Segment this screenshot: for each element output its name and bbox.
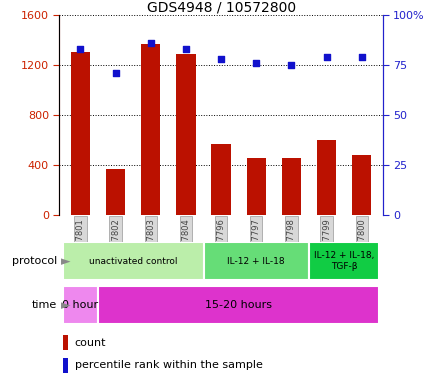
Point [323, 54, 330, 60]
Point [112, 70, 119, 76]
Point [218, 56, 225, 62]
Point [288, 62, 295, 68]
Bar [106, 169, 125, 215]
Bar [352, 155, 371, 215]
Text: 0 hour: 0 hour [62, 300, 99, 310]
Bar [62, 358, 68, 372]
Bar [246, 158, 266, 215]
Bar [176, 54, 196, 215]
Bar [309, 242, 379, 280]
Bar [282, 158, 301, 215]
Text: unactivated control: unactivated control [89, 257, 177, 266]
Title: GDS4948 / 10572800: GDS4948 / 10572800 [147, 0, 296, 14]
Text: IL-12 + IL-18,
TGF-β: IL-12 + IL-18, TGF-β [314, 252, 374, 271]
Text: ►: ► [57, 299, 71, 312]
Point [147, 40, 154, 46]
Bar [317, 140, 336, 215]
Bar [141, 44, 161, 215]
Text: count: count [75, 338, 106, 348]
Bar [71, 51, 90, 215]
Text: IL-12 + IL-18: IL-12 + IL-18 [227, 257, 285, 266]
Text: percentile rank within the sample: percentile rank within the sample [75, 360, 263, 370]
Bar [62, 335, 68, 350]
Bar [212, 144, 231, 215]
Bar [63, 286, 98, 324]
Text: time: time [32, 300, 57, 310]
Point [183, 46, 190, 52]
Bar [63, 242, 204, 280]
Text: ►: ► [57, 255, 71, 268]
Text: protocol: protocol [12, 256, 57, 266]
Point [358, 54, 365, 60]
Bar [98, 286, 379, 324]
Point [77, 46, 84, 52]
Point [253, 60, 260, 66]
Bar [204, 242, 309, 280]
Text: 15-20 hours: 15-20 hours [205, 300, 272, 310]
